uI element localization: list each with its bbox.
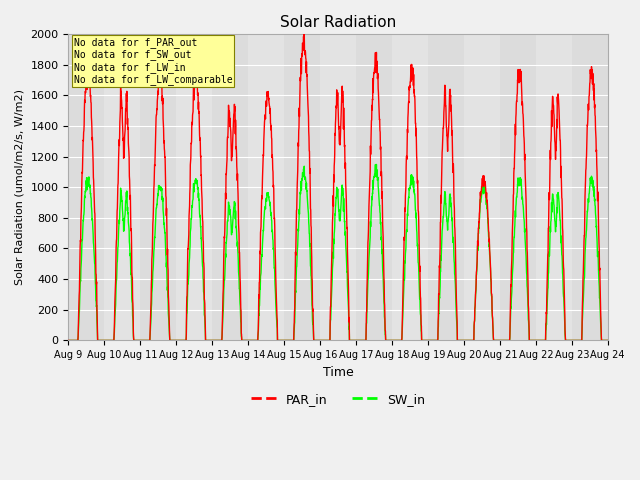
Text: No data for f_PAR_out
No data for f_SW_out
No data for f_LW_in
No data for f_LW_: No data for f_PAR_out No data for f_SW_o… [74, 37, 232, 85]
X-axis label: Time: Time [323, 366, 353, 379]
Bar [500, 34, 536, 340]
Bar [212, 34, 248, 340]
Bar [284, 34, 320, 340]
Bar [140, 34, 176, 340]
Bar [464, 34, 500, 340]
Bar [572, 34, 608, 340]
Bar [320, 34, 356, 340]
Y-axis label: Solar Radiation (umol/m2/s, W/m2): Solar Radiation (umol/m2/s, W/m2) [15, 89, 25, 285]
Bar [104, 34, 140, 340]
Bar [428, 34, 464, 340]
Title: Solar Radiation: Solar Radiation [280, 15, 396, 30]
Bar [176, 34, 212, 340]
Bar [392, 34, 428, 340]
Bar [248, 34, 284, 340]
Bar [536, 34, 572, 340]
Legend: PAR_in, SW_in: PAR_in, SW_in [246, 388, 430, 411]
Bar [68, 34, 104, 340]
Bar [356, 34, 392, 340]
